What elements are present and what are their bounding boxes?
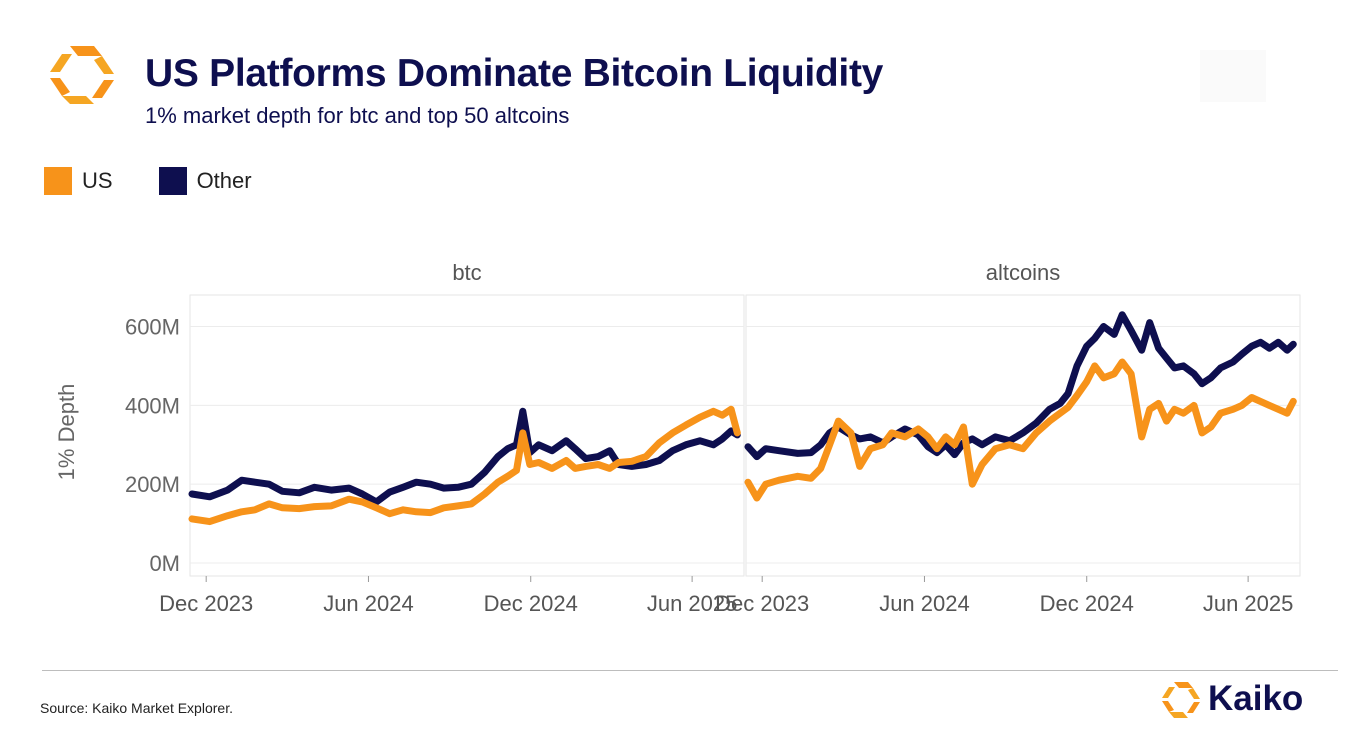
x-tick-label: Jun 2024 [323,591,414,616]
y-tick-label: 400M [125,393,180,418]
panel-label: altcoins [986,260,1061,285]
legend-swatch-us [44,167,72,195]
series-line-us [188,405,741,526]
panel-btc: Dec 2023 Jun 2024 Dec 2024 Jun 2025 btc [159,260,745,616]
x-tick-label: Jun 2024 [879,591,970,616]
legend-label-other: Other [196,168,252,193]
x-tick-label: Jun 2025 [647,591,738,616]
legend-label-us: US [82,168,113,193]
legend-swatch-other [158,167,187,195]
y-axis-label: 1% Depth [54,384,79,481]
x-tick-label: Dec 2023 [159,591,253,616]
x-tick-label: Dec 2023 [715,591,809,616]
panel-label: btc [452,260,481,285]
kaiko-wordmark: Kaiko [1208,679,1304,718]
panel-frame [189,294,745,577]
chart-subtitle: 1% market depth for btc and top 50 altco… [145,103,570,128]
series-line-us [744,358,1297,502]
kaiko-brand-icon [1162,682,1200,718]
y-tick-label: 0M [149,551,180,576]
chart-title: US Platforms Dominate Bitcoin Liquidity [145,52,884,95]
y-tick-label: 600M [125,315,180,340]
y-tick-label: 200M [125,472,180,497]
kaiko-logo [50,46,114,104]
x-tick-label: Dec 2024 [484,591,578,616]
x-tick-label: Dec 2024 [1040,591,1134,616]
panel-altcoins: Dec 2023 Jun 2024 Dec 2024 Jun 2025 altcoins [715,260,1301,616]
legend-item-other: Other [158,167,252,195]
placeholder-box [1200,50,1266,102]
source-note: Source: Kaiko Market Explorer. [40,700,233,716]
series-line-other [188,407,741,506]
x-tick-label: Jun 2025 [1203,591,1294,616]
footer-divider [42,670,1338,671]
legend: US Other [44,167,298,195]
legend-item-us: US [44,167,113,195]
